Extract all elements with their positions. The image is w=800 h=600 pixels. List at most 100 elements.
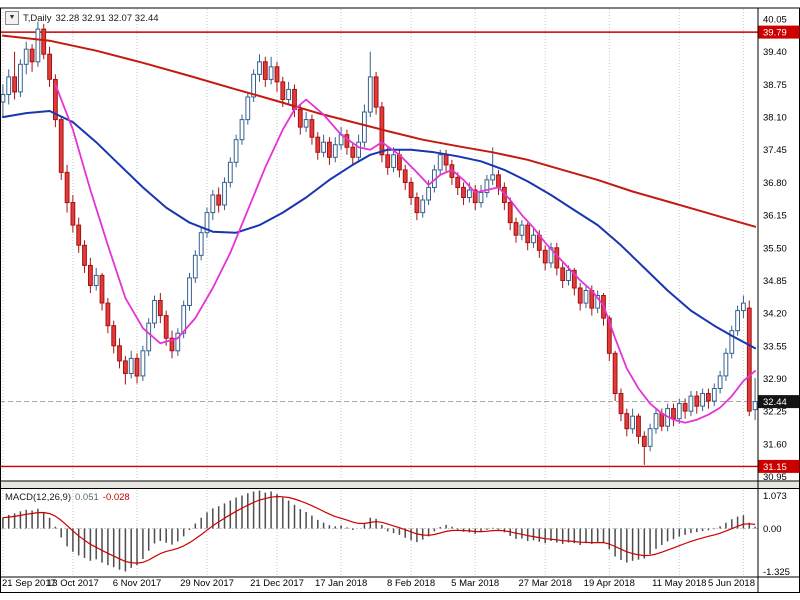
candle-body bbox=[385, 154, 391, 168]
candle-body bbox=[676, 403, 682, 420]
candle-body bbox=[123, 360, 128, 374]
symbol-timeframe-label: T,Daily bbox=[23, 12, 52, 24]
candle-body bbox=[659, 413, 665, 427]
candle-body bbox=[58, 119, 64, 173]
candle-body bbox=[233, 139, 239, 163]
date-label: 13 Oct 2017 bbox=[47, 578, 99, 589]
candle-body bbox=[134, 357, 140, 377]
date-label: 8 Feb 2018 bbox=[387, 578, 435, 589]
candle-body bbox=[327, 141, 332, 158]
candle-body bbox=[420, 199, 426, 214]
price-tick-label: 34.20 bbox=[763, 309, 787, 320]
candle-body bbox=[630, 415, 636, 430]
candle-body bbox=[268, 66, 274, 80]
candle-body bbox=[542, 249, 548, 264]
candle-body bbox=[29, 48, 35, 63]
candle-body bbox=[467, 189, 472, 198]
chart-dropdown-icon[interactable]: ▼ bbox=[5, 11, 19, 25]
candle-body bbox=[583, 290, 589, 304]
candle-body bbox=[140, 350, 146, 377]
candle-body bbox=[496, 174, 501, 188]
candle-body bbox=[216, 194, 222, 206]
price-tick-label: 31.60 bbox=[763, 439, 787, 450]
macd-tick-label: -1.325 bbox=[763, 567, 790, 578]
candle-body bbox=[23, 48, 29, 65]
candle-body bbox=[204, 212, 210, 234]
candle-body bbox=[723, 352, 729, 377]
price-tick-label: 30.95 bbox=[763, 472, 787, 483]
candle-body bbox=[245, 96, 251, 121]
candle-body bbox=[53, 78, 58, 121]
candle-body bbox=[478, 192, 484, 204]
candle-body bbox=[455, 176, 461, 188]
candle-body bbox=[286, 88, 292, 101]
price-tick-label: 40.05 bbox=[763, 15, 787, 26]
candle-body bbox=[624, 413, 630, 430]
candle-body bbox=[76, 224, 82, 246]
panel-splitter[interactable] bbox=[0, 481, 800, 489]
candle-body bbox=[443, 154, 449, 166]
candle-body bbox=[700, 393, 706, 407]
candle-body bbox=[187, 277, 192, 306]
price-axis[interactable]: 40.05 39.40 38.75 38.10 37.45 36.80 36.15 35.50… bbox=[758, 15, 800, 483]
candle-body bbox=[6, 76, 12, 96]
candle-body bbox=[717, 375, 723, 389]
macd-histogram bbox=[2, 490, 756, 572]
candle-body bbox=[688, 395, 694, 412]
date-label: 5 Jun 2018 bbox=[708, 578, 755, 589]
candle-body bbox=[350, 146, 356, 158]
candle-body bbox=[636, 415, 641, 437]
candle-body bbox=[181, 305, 187, 334]
price-tick-label: 32.90 bbox=[763, 374, 787, 385]
candle-body bbox=[735, 310, 741, 332]
fast-ma-line bbox=[54, 83, 756, 424]
slow-ma-line bbox=[1, 34, 757, 228]
candle-body bbox=[157, 300, 163, 317]
candle-body bbox=[571, 269, 577, 289]
candle-body bbox=[93, 274, 99, 286]
macd-signal-line bbox=[2, 495, 756, 564]
ohlc-values-label: 32.28 32.91 32.07 32.44 bbox=[55, 12, 159, 24]
candle-body bbox=[560, 267, 566, 281]
candle-body bbox=[99, 274, 105, 304]
candle-body bbox=[367, 76, 373, 113]
candle-body bbox=[618, 393, 624, 415]
candle-body bbox=[280, 81, 286, 101]
candle-body bbox=[35, 28, 41, 63]
candle-body bbox=[117, 345, 122, 362]
macd-tick-label: 0.00 bbox=[763, 524, 782, 535]
date-label: 11 May 2018 bbox=[652, 578, 706, 589]
candle-body bbox=[653, 413, 659, 430]
date-label: 21 Dec 2017 bbox=[250, 578, 304, 589]
date-label: 17 Jan 2018 bbox=[315, 578, 367, 589]
candle-body bbox=[391, 154, 397, 168]
chart-header: ▼ T,Daily 32.28 32.91 32.07 32.44 bbox=[5, 11, 159, 25]
candle-body bbox=[356, 141, 362, 158]
price-tick-label: 32.25 bbox=[763, 407, 787, 418]
candle-body bbox=[507, 202, 513, 224]
candle-body bbox=[711, 388, 717, 402]
candle-body bbox=[222, 181, 227, 206]
candle-body bbox=[577, 287, 583, 304]
candle-body bbox=[227, 161, 233, 183]
candle-body bbox=[88, 264, 93, 286]
support-badge-text: 31.15 bbox=[763, 462, 787, 473]
price-tick-label: 39.40 bbox=[763, 47, 787, 58]
candle-body bbox=[128, 357, 134, 374]
candle-body bbox=[519, 224, 525, 236]
candle-body bbox=[513, 222, 519, 236]
price-tick-label: 34.85 bbox=[763, 276, 787, 287]
candle-body bbox=[111, 325, 117, 347]
candle-body bbox=[362, 111, 367, 143]
candle-body bbox=[18, 63, 23, 93]
price-tick-label: 38.75 bbox=[763, 80, 787, 91]
date-label: 29 Nov 2017 bbox=[180, 578, 234, 589]
candle-body bbox=[694, 395, 700, 407]
candle-body bbox=[12, 76, 17, 93]
candle-body bbox=[373, 76, 379, 108]
candles-layer bbox=[0, 21, 758, 465]
candle-body bbox=[472, 189, 478, 204]
candle-body bbox=[647, 428, 653, 447]
